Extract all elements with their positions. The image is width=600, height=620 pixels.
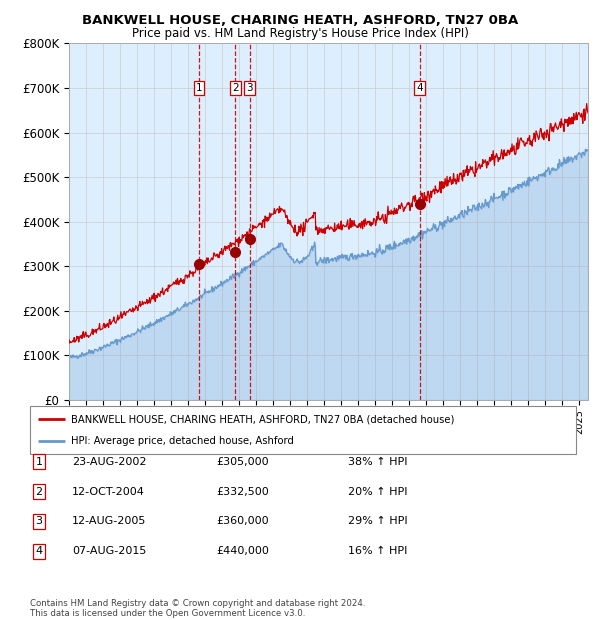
Text: 16% ↑ HPI: 16% ↑ HPI [348, 546, 407, 556]
Text: £332,500: £332,500 [216, 487, 269, 497]
Text: 3: 3 [246, 83, 253, 93]
Text: 07-AUG-2015: 07-AUG-2015 [72, 546, 146, 556]
Text: 3: 3 [35, 516, 43, 526]
Text: 29% ↑ HPI: 29% ↑ HPI [348, 516, 407, 526]
Text: 2: 2 [35, 487, 43, 497]
Text: 4: 4 [35, 546, 43, 556]
Text: 1: 1 [196, 83, 202, 93]
Text: BANKWELL HOUSE, CHARING HEATH, ASHFORD, TN27 0BA: BANKWELL HOUSE, CHARING HEATH, ASHFORD, … [82, 14, 518, 27]
Text: 23-AUG-2002: 23-AUG-2002 [72, 457, 146, 467]
Text: BANKWELL HOUSE, CHARING HEATH, ASHFORD, TN27 0BA (detached house): BANKWELL HOUSE, CHARING HEATH, ASHFORD, … [71, 414, 454, 424]
Text: 1: 1 [35, 457, 43, 467]
FancyBboxPatch shape [30, 406, 576, 454]
Text: 12-AUG-2005: 12-AUG-2005 [72, 516, 146, 526]
Text: 38% ↑ HPI: 38% ↑ HPI [348, 457, 407, 467]
Text: £360,000: £360,000 [216, 516, 269, 526]
Text: £305,000: £305,000 [216, 457, 269, 467]
Text: 4: 4 [416, 83, 423, 93]
Text: Price paid vs. HM Land Registry's House Price Index (HPI): Price paid vs. HM Land Registry's House … [131, 27, 469, 40]
Text: £440,000: £440,000 [216, 546, 269, 556]
Text: 20% ↑ HPI: 20% ↑ HPI [348, 487, 407, 497]
Text: 2: 2 [232, 83, 239, 93]
Text: 12-OCT-2004: 12-OCT-2004 [72, 487, 145, 497]
Text: HPI: Average price, detached house, Ashford: HPI: Average price, detached house, Ashf… [71, 436, 294, 446]
Text: Contains HM Land Registry data © Crown copyright and database right 2024.
This d: Contains HM Land Registry data © Crown c… [30, 599, 365, 618]
